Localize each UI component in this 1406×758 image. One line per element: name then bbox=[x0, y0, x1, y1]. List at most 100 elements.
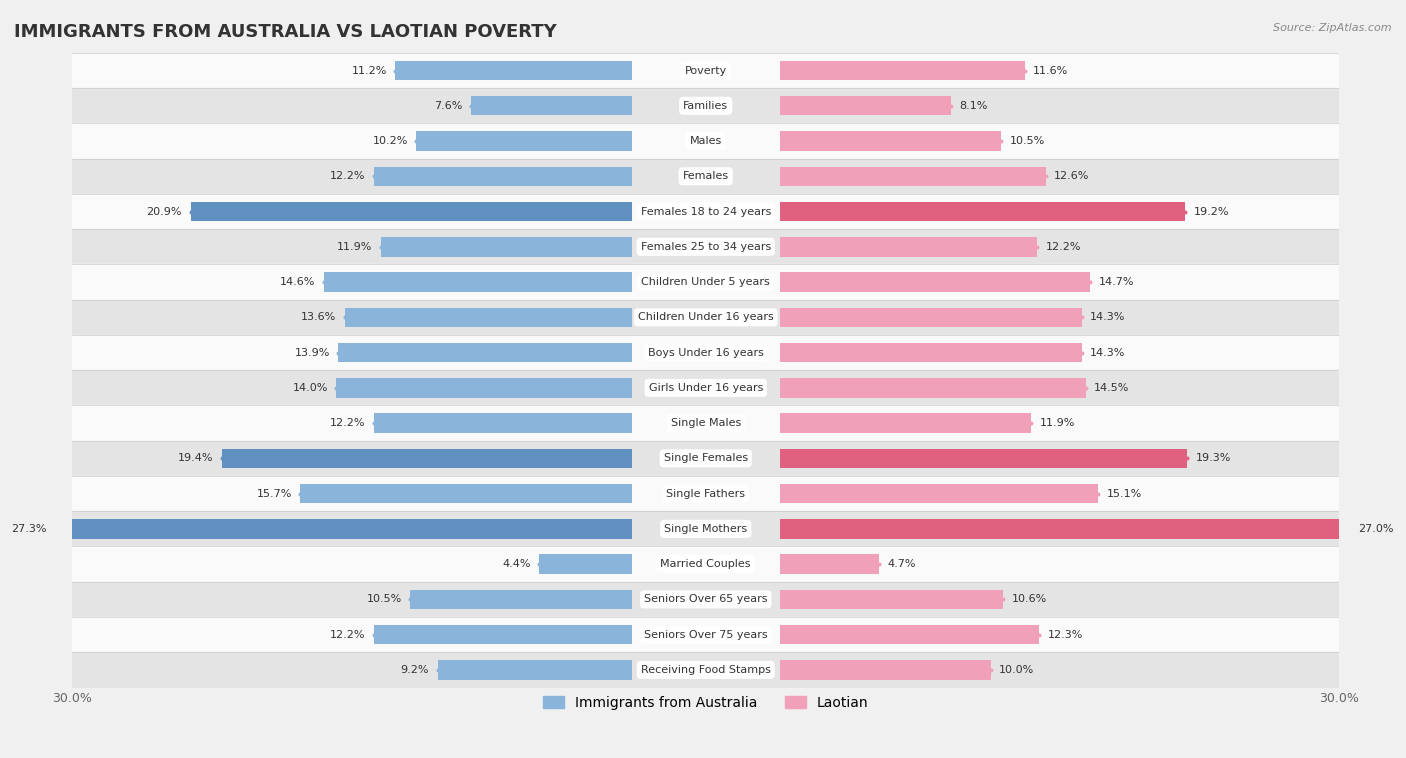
Point bbox=[1019, 417, 1042, 429]
Point bbox=[1070, 312, 1092, 324]
Point bbox=[399, 594, 422, 606]
Text: 4.7%: 4.7% bbox=[887, 559, 915, 569]
Bar bbox=[374, 625, 631, 644]
Bar bbox=[72, 335, 1339, 370]
Point bbox=[460, 100, 482, 112]
Point bbox=[980, 664, 1002, 676]
Bar bbox=[779, 96, 950, 115]
Point bbox=[426, 664, 449, 676]
Point bbox=[1014, 64, 1036, 77]
Text: Females 18 to 24 years: Females 18 to 24 years bbox=[641, 207, 770, 217]
Text: 12.3%: 12.3% bbox=[1047, 630, 1083, 640]
Point bbox=[290, 487, 312, 500]
Bar bbox=[344, 308, 631, 327]
Text: 12.2%: 12.2% bbox=[1046, 242, 1081, 252]
Text: 10.5%: 10.5% bbox=[367, 594, 402, 604]
Text: 10.5%: 10.5% bbox=[1010, 136, 1045, 146]
Text: 10.6%: 10.6% bbox=[1012, 594, 1047, 604]
Text: 13.9%: 13.9% bbox=[294, 348, 330, 358]
Bar bbox=[779, 61, 1025, 80]
Bar bbox=[779, 554, 879, 574]
Text: 11.6%: 11.6% bbox=[1033, 65, 1069, 76]
Point bbox=[1026, 241, 1049, 253]
Bar bbox=[72, 194, 1339, 229]
Text: 11.2%: 11.2% bbox=[352, 65, 387, 76]
Text: 14.5%: 14.5% bbox=[1094, 383, 1129, 393]
Bar bbox=[72, 158, 1339, 194]
Text: Females 25 to 34 years: Females 25 to 34 years bbox=[641, 242, 770, 252]
Bar bbox=[336, 378, 631, 397]
Bar bbox=[779, 272, 1090, 292]
Text: 19.4%: 19.4% bbox=[179, 453, 214, 463]
Text: Girls Under 16 years: Girls Under 16 years bbox=[648, 383, 763, 393]
Text: 27.3%: 27.3% bbox=[11, 524, 46, 534]
Bar bbox=[72, 406, 1339, 440]
Bar bbox=[72, 88, 1339, 124]
Text: 27.0%: 27.0% bbox=[1358, 524, 1393, 534]
Point bbox=[990, 135, 1012, 147]
Bar bbox=[779, 237, 1038, 256]
Bar bbox=[779, 590, 1004, 609]
Text: Single Mothers: Single Mothers bbox=[664, 524, 747, 534]
Text: 14.6%: 14.6% bbox=[280, 277, 315, 287]
Point bbox=[1339, 523, 1361, 535]
Bar bbox=[779, 131, 1001, 151]
Bar bbox=[72, 476, 1339, 511]
Text: 20.9%: 20.9% bbox=[146, 207, 183, 217]
Text: Seniors Over 65 years: Seniors Over 65 years bbox=[644, 594, 768, 604]
Point bbox=[363, 171, 385, 183]
Text: Families: Families bbox=[683, 101, 728, 111]
Point bbox=[1070, 346, 1092, 359]
Bar bbox=[72, 265, 1339, 299]
Point bbox=[328, 346, 350, 359]
Bar bbox=[411, 590, 631, 609]
Point bbox=[1175, 453, 1198, 465]
Text: 4.4%: 4.4% bbox=[502, 559, 530, 569]
Text: Receiving Food Stamps: Receiving Food Stamps bbox=[641, 665, 770, 675]
Bar bbox=[72, 617, 1339, 653]
Bar bbox=[779, 202, 1185, 221]
Bar bbox=[471, 96, 631, 115]
Point bbox=[1087, 487, 1109, 500]
Point bbox=[1174, 205, 1197, 218]
Text: 14.3%: 14.3% bbox=[1090, 348, 1125, 358]
Text: Single Males: Single Males bbox=[671, 418, 741, 428]
Point bbox=[868, 558, 890, 570]
Point bbox=[384, 64, 406, 77]
Legend: Immigrants from Australia, Laotian: Immigrants from Australia, Laotian bbox=[537, 691, 875, 716]
Bar bbox=[191, 202, 631, 221]
Text: 7.6%: 7.6% bbox=[434, 101, 463, 111]
Bar bbox=[779, 167, 1046, 186]
Bar bbox=[72, 511, 1339, 547]
Bar bbox=[538, 554, 631, 574]
Bar bbox=[779, 660, 991, 680]
Bar bbox=[779, 449, 1187, 468]
Text: Boys Under 16 years: Boys Under 16 years bbox=[648, 348, 763, 358]
Point bbox=[44, 523, 66, 535]
Bar bbox=[72, 581, 1339, 617]
Bar bbox=[381, 237, 631, 256]
Bar bbox=[72, 53, 1339, 88]
Bar bbox=[339, 343, 631, 362]
Text: 12.2%: 12.2% bbox=[330, 171, 366, 181]
Bar bbox=[323, 272, 631, 292]
Text: 19.3%: 19.3% bbox=[1195, 453, 1230, 463]
Point bbox=[211, 453, 233, 465]
Point bbox=[1028, 628, 1050, 641]
Point bbox=[325, 382, 347, 394]
Point bbox=[1078, 276, 1101, 288]
Point bbox=[993, 594, 1015, 606]
Text: 13.6%: 13.6% bbox=[301, 312, 336, 322]
Text: 8.1%: 8.1% bbox=[959, 101, 987, 111]
Text: Single Fathers: Single Fathers bbox=[666, 489, 745, 499]
Text: 19.2%: 19.2% bbox=[1194, 207, 1229, 217]
Text: Source: ZipAtlas.com: Source: ZipAtlas.com bbox=[1274, 23, 1392, 33]
Point bbox=[939, 100, 962, 112]
Text: 14.0%: 14.0% bbox=[292, 383, 328, 393]
Text: Children Under 5 years: Children Under 5 years bbox=[641, 277, 770, 287]
Text: 10.0%: 10.0% bbox=[1000, 665, 1035, 675]
Bar bbox=[779, 519, 1350, 539]
Bar bbox=[72, 440, 1339, 476]
Bar bbox=[55, 519, 631, 539]
Bar bbox=[779, 343, 1081, 362]
